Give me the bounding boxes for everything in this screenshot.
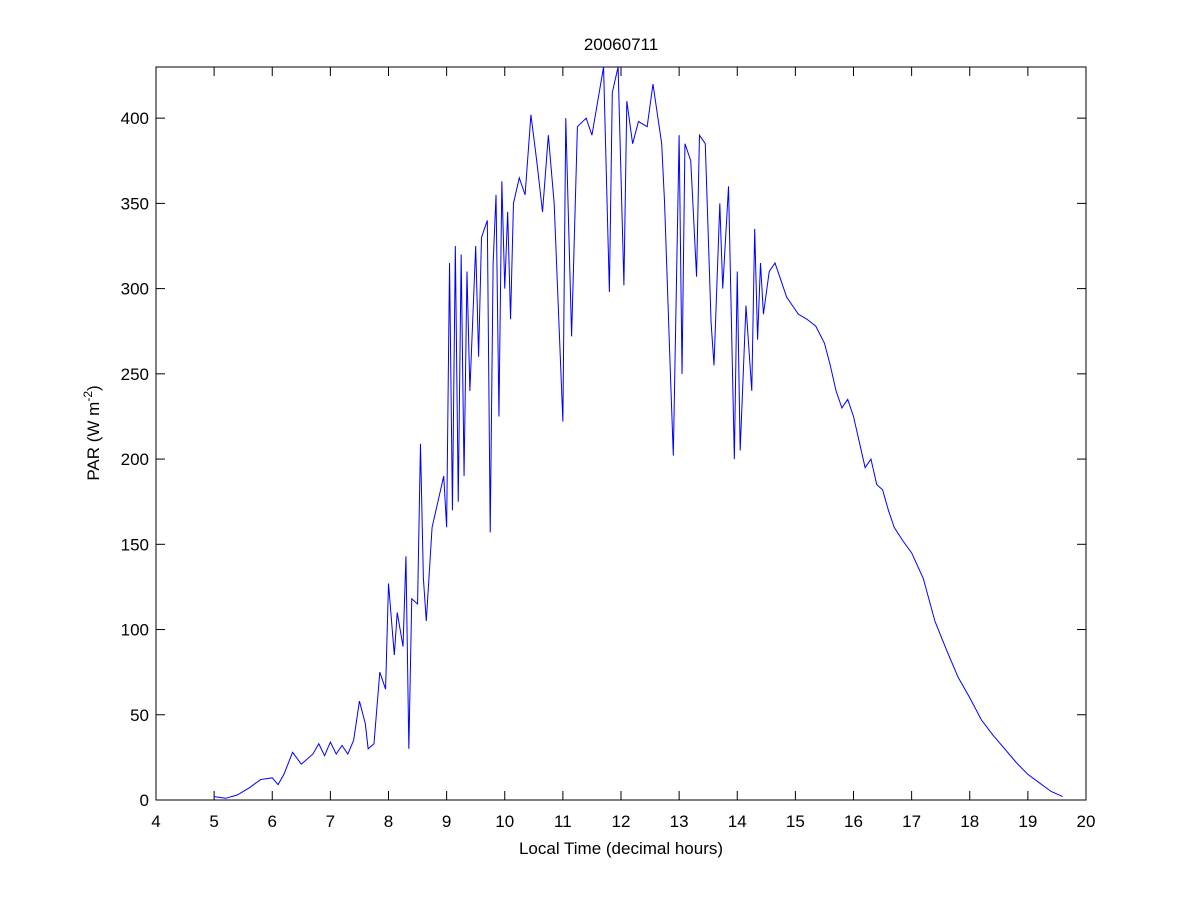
y-label-superscript: -2	[81, 391, 95, 402]
y-tick-label: 200	[121, 450, 149, 469]
x-tick-label: 7	[326, 812, 335, 831]
x-tick-label: 10	[495, 812, 514, 831]
x-axis-label: Local Time (decimal hours)	[519, 839, 723, 858]
x-tick-label: 15	[786, 812, 805, 831]
chart-title: 20060711	[584, 35, 658, 54]
y-label-text: PAR (W m	[84, 402, 103, 481]
y-tick-label: 250	[121, 365, 149, 384]
y-tick-label: 350	[121, 194, 149, 213]
y-tick-label: 0	[140, 791, 149, 810]
y-tick-label: 50	[130, 706, 149, 725]
x-tick-label: 18	[960, 812, 979, 831]
y-tick-label: 300	[121, 280, 149, 299]
x-tick-label: 9	[442, 812, 451, 831]
data-line	[214, 66, 1063, 799]
x-tick-label: 16	[844, 812, 863, 831]
x-tick-label: 19	[1018, 812, 1037, 831]
x-tick-label: 6	[268, 812, 277, 831]
x-tick-label: 17	[902, 812, 921, 831]
x-tick-label: 12	[612, 812, 631, 831]
y-label-suffix: )	[84, 385, 103, 391]
y-tick-label: 150	[121, 535, 149, 554]
y-tick-label: 400	[121, 109, 149, 128]
x-tick-label: 13	[670, 812, 689, 831]
x-tick-label: 4	[151, 812, 160, 831]
x-tick-label: 20	[1077, 812, 1096, 831]
y-tick-label: 100	[121, 621, 149, 640]
x-tick-label: 14	[728, 812, 747, 831]
x-tick-label: 11	[554, 812, 572, 831]
x-tick-label: 5	[209, 812, 218, 831]
y-axis-label: PAR (W m-2)	[81, 385, 103, 480]
x-tick-label: 8	[384, 812, 393, 831]
